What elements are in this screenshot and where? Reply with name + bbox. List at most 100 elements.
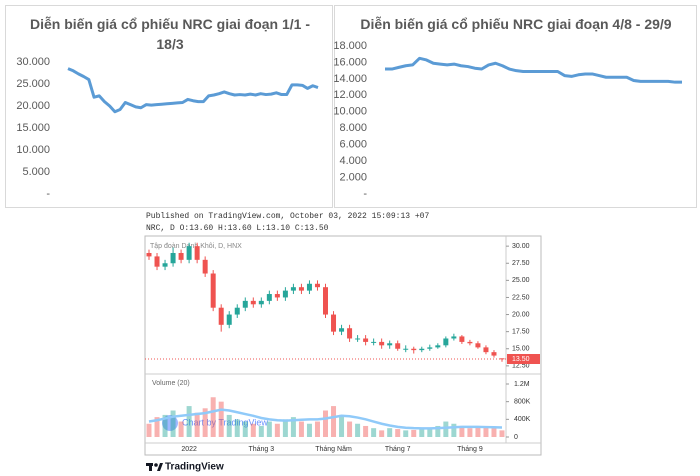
volume-bar (419, 429, 425, 437)
volume-bar (371, 428, 377, 437)
y-tick-label: 5.000 (22, 166, 50, 178)
volume-bar (395, 429, 401, 437)
candle-body (282, 290, 288, 298)
volume-bar (499, 430, 505, 437)
y-tick-label: 15.00 (512, 346, 530, 353)
candle-body (146, 252, 152, 257)
y-tick-label: 4.000 (339, 155, 367, 167)
y-tick-label: 25.00 (512, 277, 530, 284)
x-tick-label: Tháng Năm (315, 446, 352, 453)
volume-bar (178, 421, 184, 437)
volume-bar (467, 428, 473, 437)
candle-body (475, 343, 481, 348)
volume-tick-label: 0 (514, 434, 518, 441)
volume-bar (451, 423, 457, 437)
candle-body (218, 307, 224, 325)
volume-bar (250, 423, 256, 437)
y-tick-label: 14.000 (333, 73, 367, 85)
candle-body (178, 252, 184, 260)
chart-panel (334, 5, 697, 208)
last-price-box (507, 354, 540, 365)
volume-tick-label: 800K (514, 399, 531, 406)
candle-body (443, 338, 449, 346)
brand: TradingView (165, 462, 224, 473)
volume-tick-label: 1.2M (514, 381, 530, 388)
candle-body (314, 283, 320, 288)
candle-body (435, 345, 441, 348)
tv-frame (144, 235, 542, 456)
price-line (67, 67, 319, 114)
y-tick-label: - (363, 188, 367, 200)
price-line (385, 56, 682, 84)
volume-bar (339, 414, 345, 437)
candle-body (186, 246, 192, 260)
candle-body (162, 263, 168, 267)
candle-body (194, 246, 200, 260)
candle-body (363, 338, 369, 342)
y-tick-label: 30.00 (512, 243, 530, 250)
volume-bar (266, 421, 272, 437)
volume-bar (194, 412, 200, 437)
volume-bar (282, 419, 288, 437)
volume-bar (146, 423, 152, 437)
y-tick-label: 30.000 (16, 56, 50, 68)
volume-bar (379, 430, 385, 437)
y-tick-label: 8.000 (339, 122, 367, 134)
y-tick-label: 25.000 (16, 78, 50, 90)
volume-bar (306, 423, 312, 437)
candle-body (427, 347, 433, 349)
y-tick-label: 6.000 (339, 139, 367, 151)
x-tick-label: Tháng 7 (385, 446, 411, 453)
y-tick-label: 10.000 (333, 106, 367, 118)
x-tick-label: Tháng 9 (457, 446, 483, 453)
y-tick-label: 15.000 (16, 122, 50, 134)
candle-body (290, 287, 296, 291)
volume-bar (491, 428, 497, 437)
volume-bar (323, 410, 328, 437)
volume-bar (226, 414, 232, 437)
y-tick-label: 2.000 (339, 171, 367, 183)
volume-bar (274, 423, 280, 437)
volume-bar (162, 414, 168, 437)
y-tick-label: 17.50 (512, 328, 530, 335)
candle-body (411, 348, 417, 351)
candle-body (451, 336, 457, 339)
volume-label: Volume (20) (152, 380, 190, 387)
volume-bar (170, 410, 176, 437)
candle-body (395, 343, 401, 349)
last-price-label: 13.50 (512, 356, 530, 363)
y-tick-label: 27.50 (512, 260, 530, 267)
candle-body (379, 341, 385, 346)
candle-body (355, 338, 361, 340)
ohlc-legend: NRC, D O:13.60 H:13.60 L:13.10 C:13.50 (146, 224, 329, 233)
volume-bar (403, 430, 409, 437)
candle-body (274, 294, 280, 298)
candle-body (387, 343, 393, 346)
volume-bar (331, 406, 337, 437)
chart-title: Diễn biến giá cổ phiếu NRC giai đoạn 4/8… (360, 16, 672, 32)
published-note: Published on TradingView.com, October 03… (146, 212, 429, 221)
volume-tick-label: 400K (514, 416, 531, 423)
volume-bar (258, 425, 264, 437)
candle-body (306, 283, 312, 291)
volume-bar (483, 425, 489, 437)
volume-bar (411, 429, 417, 437)
candle-body (234, 307, 240, 315)
candle-body (170, 252, 176, 264)
volume-bar (210, 397, 216, 437)
volume-bar (435, 425, 441, 437)
volume-bar (234, 419, 240, 437)
volume-bar (427, 428, 433, 437)
volume-bar (290, 417, 296, 437)
volume-bar (218, 401, 224, 437)
brand-logo (146, 463, 163, 471)
chart-title: Diễn biến giá cổ phiếu NRC giai đoạn 1/1… (29, 16, 311, 52)
watermark: Chart by TradingView (182, 417, 268, 427)
x-tick-label: 2022 (181, 446, 197, 453)
y-tick-label: 10.000 (16, 144, 50, 156)
volume-bar (355, 423, 361, 437)
candle-body (210, 273, 216, 308)
candle-body (258, 300, 264, 305)
candle-body (331, 314, 337, 332)
